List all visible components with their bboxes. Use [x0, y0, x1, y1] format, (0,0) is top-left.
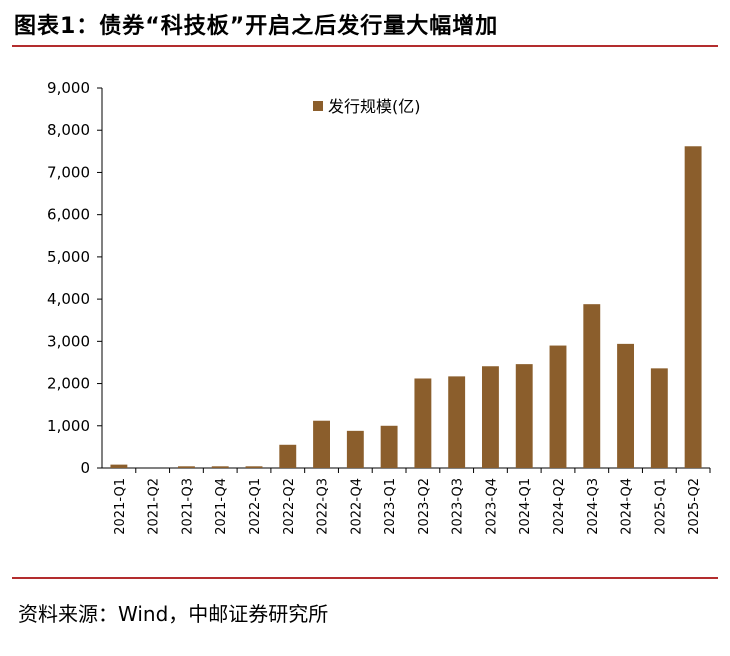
- bar-2022-q4: [346, 430, 364, 468]
- bar-2024-q3: [583, 304, 601, 468]
- legend-label: 发行规模(亿): [328, 97, 421, 116]
- bar-2023-q3: [448, 376, 466, 468]
- x-axis: 2021-Q1 2021-Q2 2021-Q3 2021-Q4 2022-Q1 2022-…: [102, 467, 711, 535]
- x-tick-label: 2024-Q4: [620, 478, 635, 535]
- y-tick-label: 2,000: [47, 375, 90, 393]
- bar-2024-q1: [515, 364, 533, 468]
- top-rule: [12, 45, 718, 47]
- bar-2023-q4: [482, 366, 499, 468]
- x-tick-label: 2023-Q3: [451, 478, 466, 535]
- x-tick-label: 2024-Q2: [552, 478, 567, 535]
- bars: [110, 146, 702, 468]
- y-axis: 0 1,000 2,000 3,000 4,000 5,000 6,000 7,000 8,00…: [47, 79, 103, 477]
- y-tick-label: 5,000: [47, 248, 90, 266]
- legend-swatch: [313, 101, 323, 111]
- bar-2022-q2: [279, 444, 297, 468]
- y-tick-label: 7,000: [47, 163, 90, 181]
- source-note: 资料来源：Wind，中邮证券研究所: [18, 602, 329, 626]
- y-tick-label: 8,000: [47, 121, 90, 139]
- bar-2024-q4: [617, 343, 634, 468]
- x-tick-label: 2023-Q1: [383, 478, 398, 535]
- y-tick-label: 0: [80, 459, 90, 477]
- x-tick-label: 2022-Q3: [316, 478, 331, 535]
- x-tick-label: 2022-Q2: [282, 478, 297, 535]
- y-tick-label: 4,000: [47, 290, 90, 308]
- bar-2023-q2: [414, 378, 432, 468]
- y-tick-label: 1,000: [47, 417, 90, 435]
- x-tick-label: 2021-Q4: [214, 478, 229, 535]
- x-tick-label: 2024-Q1: [518, 478, 533, 535]
- x-tick-label: 2023-Q2: [417, 478, 432, 535]
- bar-2022-q1: [245, 466, 263, 468]
- bar-2025-q1: [650, 368, 668, 468]
- x-tick-label: 2021-Q1: [113, 478, 128, 535]
- bar-2024-q2: [549, 345, 567, 468]
- x-tick-label: 2021-Q2: [147, 478, 162, 535]
- x-tick-label: 2021-Q3: [180, 478, 195, 535]
- y-tick-label: 3,000: [47, 332, 90, 350]
- x-tick-label: 2024-Q3: [586, 478, 601, 535]
- bar-2021-q4: [211, 466, 229, 468]
- x-tick-label: 2025-Q2: [687, 478, 702, 535]
- bar-2025-q2: [684, 146, 702, 468]
- bar-chart: 0 1,000 2,000 3,000 4,000 5,000 6,000 7,000 8,00…: [47, 79, 711, 535]
- figure-title: 图表1：债券“科技板”开启之后发行量大幅增加: [14, 14, 499, 39]
- bar-2021-q1: [110, 464, 128, 468]
- x-tick-label: 2023-Q4: [484, 478, 499, 535]
- bottom-rule: [12, 577, 718, 579]
- bar-2021-q3: [178, 466, 195, 468]
- x-tick-label: 2025-Q1: [653, 478, 668, 535]
- bar-2023-q1: [380, 425, 398, 468]
- x-tick-label: 2022-Q4: [349, 478, 364, 535]
- y-tick-label: 9,000: [47, 79, 90, 97]
- legend: 发行规模(亿): [313, 97, 421, 116]
- x-tick-label: 2022-Q1: [248, 478, 263, 535]
- y-tick-label: 6,000: [47, 206, 90, 224]
- bar-2022-q3: [313, 420, 330, 468]
